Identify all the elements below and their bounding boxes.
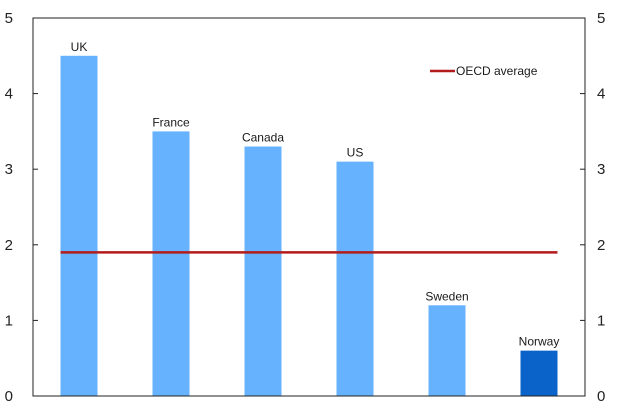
y-tick-label-right: 3 <box>597 161 605 178</box>
y-axis-right: 0 1 2 3 4 5 <box>580 10 605 405</box>
y-tick-label-left: 1 <box>5 312 13 329</box>
bar-labels: UK France Canada US Sweden Norway <box>71 40 560 349</box>
y-tick-label-left: 4 <box>5 86 13 103</box>
bar-us <box>336 161 374 396</box>
bar-label-sweden: Sweden <box>425 289 468 303</box>
bar-france <box>152 131 190 396</box>
bar-norway <box>520 350 558 396</box>
y-tick-label-right: 5 <box>597 10 605 27</box>
bar-label-us: US <box>347 146 364 160</box>
y-tick-label-right: 4 <box>597 86 605 103</box>
y-tick-label-right: 2 <box>597 237 605 254</box>
y-tick-label-right: 0 <box>597 388 605 405</box>
bar-canada <box>244 146 282 396</box>
y-tick-label-left: 3 <box>5 161 13 178</box>
plot-frame <box>32 17 586 397</box>
bar-label-canada: Canada <box>242 131 284 145</box>
bar-label-france: France <box>152 115 190 129</box>
bar-sweden <box>428 305 466 396</box>
y-tick-label-left: 0 <box>5 388 13 405</box>
bar-label-norway: Norway <box>519 335 560 349</box>
y-tick-label-left: 5 <box>5 10 13 27</box>
y-tick-label-left: 2 <box>5 237 13 254</box>
y-tick-label-right: 1 <box>597 312 605 329</box>
bar-label-uk: UK <box>71 40 88 54</box>
legend: OECD average <box>430 64 538 78</box>
y-axis-left: 0 1 2 3 4 5 <box>5 10 38 405</box>
bars <box>60 55 558 397</box>
legend-label: OECD average <box>456 64 538 78</box>
bar-uk <box>60 55 98 397</box>
